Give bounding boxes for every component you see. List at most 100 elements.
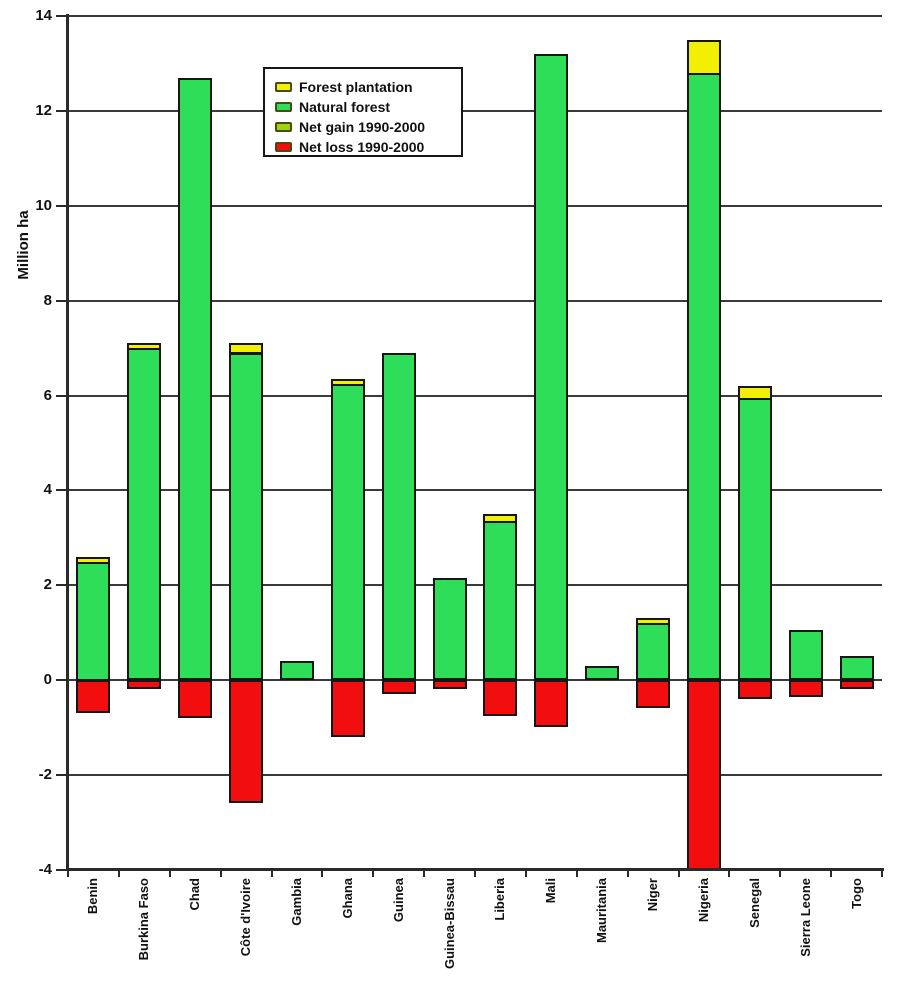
bar-net-loss — [840, 680, 874, 689]
bar-net-loss — [331, 680, 365, 737]
y-axis-tick — [56, 869, 67, 871]
bar-net-loss — [382, 680, 416, 694]
bar-natural-forest — [687, 73, 721, 680]
bar-net-loss — [738, 680, 772, 699]
gridline-y — [68, 774, 882, 776]
gridline-y — [68, 584, 882, 586]
legend-row: Forest plantation — [275, 77, 455, 97]
legend-swatch-icon — [275, 122, 292, 132]
bar-natural-forest — [483, 521, 517, 680]
x-category-label: Guinea — [391, 878, 406, 923]
x-axis-tick — [830, 870, 832, 877]
x-category-label: Senegal — [747, 878, 762, 928]
y-tick-label: -2 — [38, 766, 52, 783]
y-tick-label: 2 — [43, 576, 52, 593]
bar-net-loss — [229, 680, 263, 803]
x-axis-tick — [220, 870, 222, 877]
legend-label: Net gain 1990-2000 — [299, 119, 426, 135]
x-axis-tick — [118, 870, 120, 877]
gridline-y — [68, 15, 882, 17]
x-axis-tick — [576, 870, 578, 877]
bar-natural-forest — [789, 630, 823, 680]
x-axis-tick — [678, 870, 680, 877]
x-category-label: Liberia — [492, 878, 507, 921]
x-axis-tick — [728, 870, 730, 877]
legend-label: Forest plantation — [299, 79, 413, 95]
bar-natural-forest — [433, 578, 467, 680]
bar-net-loss — [636, 680, 670, 708]
legend-row: Net loss 1990-2000 — [275, 137, 455, 157]
bar-natural-forest — [178, 78, 212, 680]
bar-forest-plantation — [687, 40, 721, 75]
x-category-label: Sierra Leone — [798, 878, 813, 957]
x-axis-tick — [271, 870, 273, 877]
x-category-label: Chad — [187, 878, 202, 911]
bar-natural-forest — [840, 656, 874, 680]
y-axis-tick — [56, 300, 67, 302]
x-category-label: Gambia — [289, 878, 304, 926]
gridline-y — [68, 205, 882, 207]
x-axis-tick — [525, 870, 527, 877]
y-axis-tick — [56, 679, 67, 681]
x-category-label: Mauritania — [594, 878, 609, 944]
x-axis-tick — [169, 870, 171, 877]
x-axis-line — [66, 868, 884, 871]
bar-net-loss — [433, 680, 467, 689]
y-axis-tick — [56, 395, 67, 397]
x-axis-tick — [627, 870, 629, 877]
y-axis-tick — [56, 584, 67, 586]
y-axis-tick — [56, 205, 67, 207]
gridline-y — [68, 300, 882, 302]
x-category-label: Mali — [543, 878, 558, 904]
y-tick-label: 6 — [43, 387, 52, 404]
y-tick-label: 14 — [35, 7, 52, 24]
x-category-label: Côte d'Ivoire — [238, 878, 253, 957]
x-category-label: Niger — [645, 878, 660, 912]
bar-natural-forest — [331, 384, 365, 680]
y-axis-line — [66, 14, 69, 871]
legend: Forest plantation Natural forest Net gain … — [263, 67, 463, 157]
gridline-y — [68, 489, 882, 491]
x-category-label: Nigeria — [696, 878, 711, 923]
bar-forest-plantation — [76, 557, 110, 564]
bar-net-loss — [483, 680, 517, 716]
x-axis-tick — [423, 870, 425, 877]
bar-natural-forest — [76, 562, 110, 681]
y-tick-label: -4 — [38, 861, 52, 878]
y-tick-label: 4 — [43, 481, 52, 498]
bar-natural-forest — [636, 623, 670, 680]
bar-net-loss — [127, 680, 161, 689]
legend-swatch-icon — [275, 142, 292, 152]
x-category-label: Togo — [849, 878, 864, 909]
bar-forest-plantation — [127, 343, 161, 350]
bar-forest-plantation — [636, 618, 670, 625]
x-axis-tick — [67, 870, 69, 877]
bar-natural-forest — [585, 666, 619, 680]
x-category-label: Benin — [85, 878, 100, 915]
bar-natural-forest — [534, 54, 568, 680]
x-axis-tick — [372, 870, 374, 877]
gridline-y — [68, 395, 882, 397]
x-category-label: Burkina Faso — [136, 878, 151, 961]
x-axis-tick — [321, 870, 323, 877]
legend-row: Natural forest — [275, 97, 455, 117]
y-axis-tick — [56, 774, 67, 776]
legend-swatch-icon — [275, 82, 292, 92]
bar-net-loss — [534, 680, 568, 727]
gridline-y — [68, 679, 882, 681]
bar-natural-forest — [382, 353, 416, 680]
y-axis-tick — [56, 15, 67, 17]
bar-forest-plantation — [229, 343, 263, 354]
bar-natural-forest — [229, 353, 263, 680]
gridline-y — [68, 110, 882, 112]
bar-forest-plantation — [483, 514, 517, 523]
bar-natural-forest — [738, 398, 772, 680]
bar-net-loss — [687, 680, 721, 870]
x-axis-tick — [779, 870, 781, 877]
bar-net-loss — [789, 680, 823, 697]
x-axis-tick — [881, 870, 883, 877]
bar-forest-plantation — [738, 386, 772, 400]
y-tick-label: 0 — [43, 671, 52, 688]
x-category-label: Ghana — [340, 878, 355, 919]
